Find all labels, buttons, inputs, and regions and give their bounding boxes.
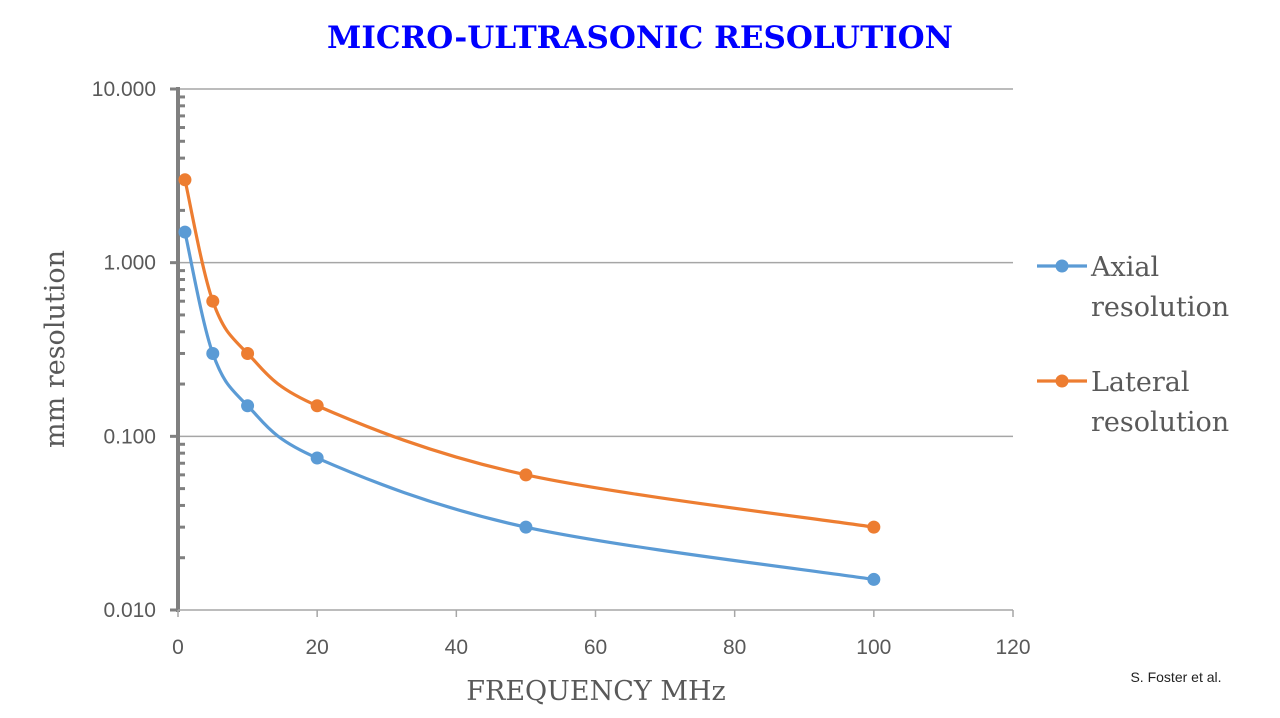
legend-marker <box>1055 259 1069 273</box>
data-point <box>519 520 533 534</box>
legend-marker <box>1055 374 1069 388</box>
x-tick-label: 20 <box>305 636 328 659</box>
chart-title: MICRO-ULTRASONIC RESOLUTION <box>327 20 953 56</box>
x-tick-label: 60 <box>584 636 607 659</box>
legend-label: resolution <box>1091 407 1229 438</box>
data-point <box>519 468 533 482</box>
y-tick-label: 10.000 <box>92 78 156 101</box>
legend: Axial resolution Lateral resolution <box>1037 252 1229 438</box>
x-tick-label: 40 <box>445 636 468 659</box>
x-tick-label: 100 <box>856 636 891 659</box>
data-point <box>310 399 324 413</box>
data-point <box>867 572 881 586</box>
legend-label: Axial <box>1090 252 1159 283</box>
y-tick-label: 0.010 <box>103 599 156 622</box>
axes: 0.010 0.100 1.000 10.000 0 20 40 60 80 100 120 <box>92 78 1031 659</box>
series-group <box>178 173 881 586</box>
data-point <box>206 294 220 308</box>
legend-label: Lateral <box>1091 367 1190 398</box>
x-tick-label: 0 <box>172 636 184 659</box>
x-axis-label: FREQUENCY MHz <box>466 676 725 707</box>
data-point <box>241 399 255 413</box>
data-point <box>178 225 192 239</box>
data-point <box>867 520 881 534</box>
legend-label: resolution <box>1091 292 1229 323</box>
data-point <box>206 346 220 360</box>
x-tick-label: 120 <box>995 636 1030 659</box>
y-tick-label: 1.000 <box>103 252 156 275</box>
y-axis-label: mm resolution <box>40 250 71 448</box>
credit-annotation: S. Foster et al. <box>1130 669 1221 685</box>
gridlines <box>178 88 1013 438</box>
x-tick-label: 80 <box>723 636 746 659</box>
data-point <box>241 346 255 360</box>
data-point <box>310 451 324 465</box>
data-point <box>178 173 192 187</box>
y-tick-label: 0.100 <box>103 425 156 448</box>
